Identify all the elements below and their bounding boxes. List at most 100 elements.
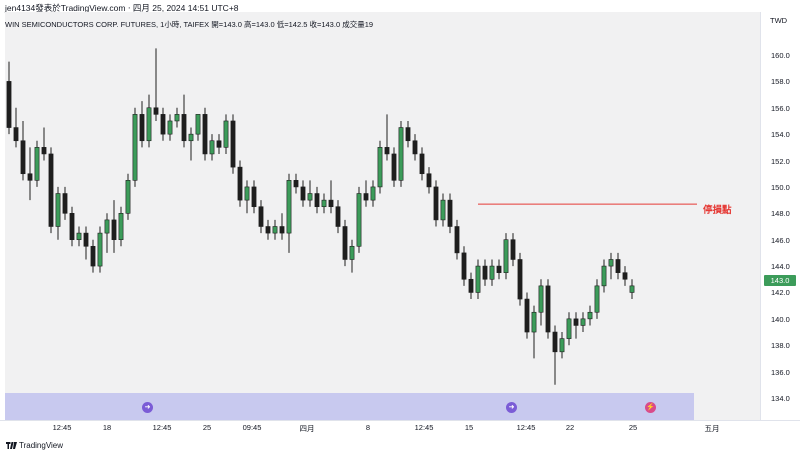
candle	[587, 305, 593, 326]
candle-body	[139, 114, 145, 142]
price-tick-label: 140.0	[771, 314, 790, 324]
candle-body	[538, 285, 544, 313]
time-tick-label: 25	[628, 423, 638, 432]
candle-body	[41, 147, 47, 155]
candle	[559, 332, 565, 359]
candle-body	[244, 186, 250, 201]
candle-body	[314, 193, 320, 208]
candle-body	[6, 81, 12, 128]
tradingview-icon	[6, 442, 17, 449]
candle	[111, 200, 117, 253]
time-tick-label: 22	[565, 423, 575, 432]
candle	[433, 180, 439, 227]
candle-body	[552, 331, 558, 353]
candle-body	[510, 239, 516, 260]
candle	[293, 173, 299, 194]
currency-label: TWD	[770, 16, 788, 25]
price-axis[interactable]	[760, 12, 800, 420]
candle-body	[384, 147, 390, 155]
candle-body	[265, 226, 271, 234]
candle-body	[594, 285, 600, 313]
candle-body	[601, 265, 607, 287]
candle-body	[293, 180, 299, 188]
candle	[391, 147, 397, 187]
candle	[314, 186, 320, 214]
candle-body	[482, 265, 488, 280]
candle-body	[34, 147, 40, 181]
candle	[34, 140, 40, 187]
time-tick-label: 09:45	[242, 423, 262, 432]
tradingview-logo[interactable]: TradingView	[6, 441, 63, 450]
dividend-event-icon[interactable]: ➜	[142, 402, 153, 413]
candle-body	[83, 232, 89, 247]
candle	[265, 219, 271, 240]
candle-body	[69, 213, 75, 240]
candle-body	[377, 147, 383, 188]
time-tick-label: 12:45	[414, 423, 434, 432]
candle	[69, 206, 75, 247]
candle	[489, 259, 495, 286]
chart-plot-area[interactable]	[5, 12, 760, 420]
session-band	[5, 393, 694, 420]
candle	[356, 186, 362, 253]
candle	[468, 272, 474, 300]
candle-body	[209, 140, 215, 155]
candle	[167, 114, 173, 141]
candle	[139, 101, 145, 148]
candle-body	[230, 120, 236, 168]
candle-body	[13, 127, 19, 142]
candle-body	[461, 252, 467, 280]
candle	[566, 312, 572, 346]
candle	[279, 213, 285, 240]
candle-body	[146, 107, 152, 142]
brand-label: TradingView	[19, 441, 64, 450]
time-tick-label: 15	[464, 423, 474, 432]
candle	[384, 114, 390, 161]
candle	[580, 312, 586, 333]
candle	[216, 134, 222, 154]
candle	[307, 180, 313, 207]
time-tick-label: 18	[102, 423, 112, 432]
price-tick-label: 158.0	[771, 77, 790, 87]
candle	[13, 107, 19, 148]
candle-body	[475, 265, 481, 293]
candle	[27, 147, 33, 201]
candle	[251, 180, 257, 214]
candle-body	[489, 265, 495, 280]
candle	[97, 226, 103, 273]
candle	[41, 127, 47, 161]
candle	[146, 94, 152, 148]
dividend-event-icon[interactable]: ➜	[506, 402, 517, 413]
time-tick-label: 8	[365, 423, 371, 432]
candle-body	[251, 186, 257, 208]
candle-body	[342, 226, 348, 260]
candle-body	[167, 120, 173, 135]
candle-body	[566, 318, 572, 339]
candle-body	[615, 259, 621, 273]
candle	[104, 213, 110, 253]
earnings-event-icon[interactable]: ⚡	[645, 402, 656, 413]
candle	[510, 233, 516, 267]
candle-body	[349, 245, 355, 260]
time-axis[interactable]	[0, 420, 800, 434]
candle	[461, 246, 467, 286]
candle-body	[153, 107, 159, 115]
candle	[601, 259, 607, 293]
candle	[615, 252, 621, 280]
candle-body	[391, 153, 397, 181]
candle-body	[412, 140, 418, 155]
candle	[286, 173, 292, 253]
candle	[230, 114, 236, 174]
candle-body	[433, 186, 439, 221]
price-tick-label: 138.0	[771, 341, 790, 351]
candle-body	[125, 180, 131, 214]
candle-body	[363, 193, 369, 201]
candle-body	[356, 193, 362, 247]
price-tick-label: 144.0	[771, 262, 790, 272]
candle	[440, 193, 446, 227]
candle-body	[503, 239, 509, 273]
header-bar: jen4134發表於TradingView.com ‧ 四月 25, 2024 …	[0, 0, 800, 13]
price-tick-label: 160.0	[771, 51, 790, 60]
candle	[195, 114, 201, 141]
